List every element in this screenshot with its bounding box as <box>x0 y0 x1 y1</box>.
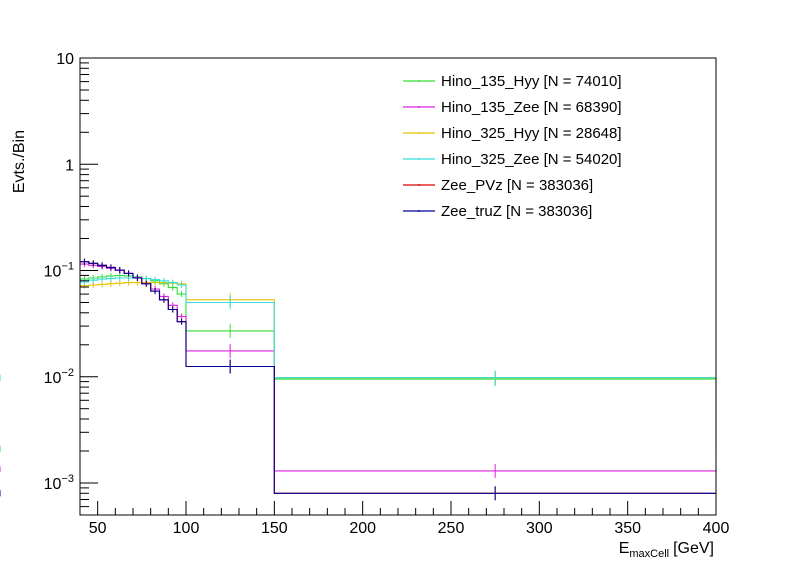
y-tick-label: 1 <box>65 157 74 174</box>
y-tick-label: 10−3 <box>44 473 74 493</box>
legend-label-2: Hino_325_Hyy [N = 28648] <box>441 125 622 142</box>
x-tick-label: 200 <box>349 520 376 537</box>
series-line-3 <box>80 277 716 379</box>
x-tick-label: 100 <box>173 520 200 537</box>
x-axis-title: EmaxCell [GeV] <box>619 540 714 560</box>
y-tick-label: 10−2 <box>44 367 74 387</box>
x-axis-title-subscript: maxCell <box>629 548 669 560</box>
y-axis: 10 1 10−1 10−2 10−3 <box>44 51 98 516</box>
legend-label-0: Hino_135_Hyy [N = 74010] <box>441 73 622 90</box>
x-tick-label: 400 <box>703 520 730 537</box>
x-axis-title-main: E <box>619 540 630 557</box>
series-layer <box>80 261 717 494</box>
error-bars-layer <box>0 258 496 501</box>
x-tick-label: 50 <box>89 520 107 537</box>
y-axis-title: Evts./Bin <box>11 130 28 193</box>
x-axis: 50 100 150 200 250 300 350 400 <box>79 501 730 537</box>
x-tick-label: 150 <box>261 520 288 537</box>
x-tick-label: 300 <box>526 520 553 537</box>
x-tick-label: 350 <box>614 520 641 537</box>
x-axis-title-unit: [GeV] <box>673 540 714 557</box>
legend-label-5: Zee_truZ [N = 383036] <box>441 203 592 220</box>
legend-label-4: Zee_PVz [N = 383036] <box>441 177 593 194</box>
series-line-1 <box>80 263 717 472</box>
y-tick-label: 10 <box>56 51 74 68</box>
y-tick-label: 10−1 <box>44 261 74 281</box>
series-line-0 <box>80 274 717 449</box>
x-tick-label: 250 <box>438 520 465 537</box>
legend-label-1: Hino_135_Zee [N = 68390] <box>441 99 622 116</box>
legend-label-3: Hino_325_Zee [N = 54020] <box>441 151 622 168</box>
series-line-2 <box>80 282 716 379</box>
legend: Hino_135_Hyy [N = 74010] Hino_135_Zee [N … <box>403 73 622 220</box>
